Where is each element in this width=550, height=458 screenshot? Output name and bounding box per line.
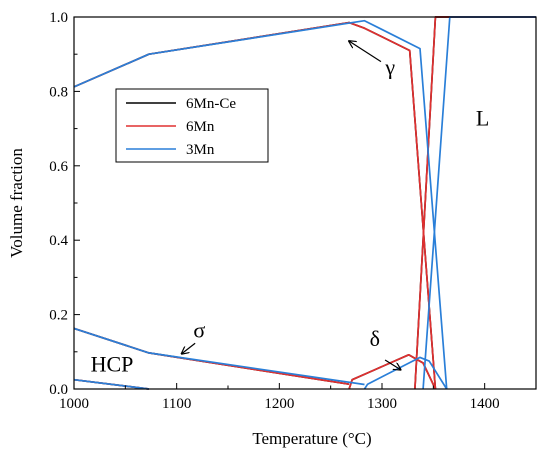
annotation-label: γ (384, 55, 395, 80)
annotation-layer: γ σ δ HCP L (91, 41, 489, 377)
annotation-arrow- (384, 359, 400, 370)
annotation-label: δ (370, 326, 380, 351)
series-3mn-line-5 (363, 356, 448, 390)
annotation-arrow- (182, 342, 196, 353)
y-tick-label: 1.0 (49, 10, 68, 26)
series-6mn-line-1 (73, 21, 437, 390)
series-6mn-line-2 (414, 16, 536, 390)
legend-label-6mn-ce: 6Mn-Ce (186, 96, 236, 112)
y-tick-label: 0.4 (49, 233, 68, 249)
y-axis-label: Volume fraction (7, 148, 26, 258)
series-3mn-line-3 (73, 327, 365, 386)
legend-label-6mn: 6Mn (186, 119, 215, 135)
y-tick-label: 0.6 (49, 159, 68, 175)
x-tick-label: 1400 (470, 396, 500, 412)
annotation-label: HCP (91, 352, 134, 377)
y-tick-label: 0.2 (49, 308, 68, 324)
y-tick-label: 0.8 (49, 84, 68, 100)
series-3mn-line-2 (422, 16, 536, 390)
x-axis-label: Temperature (°C) (252, 429, 371, 448)
annotation-label: σ (193, 318, 205, 343)
legend: 6Mn-Ce 6Mn 3Mn (115, 88, 269, 163)
x-tick-label: 1100 (162, 396, 191, 412)
series-3mn-line-1 (73, 19, 448, 390)
y-tick-label: 0.0 (49, 382, 68, 398)
x-tick-label: 1200 (264, 396, 294, 412)
series-layer (73, 16, 536, 390)
annotation-arrow- (349, 41, 382, 63)
x-tick-label: 1300 (367, 396, 397, 412)
legend-label-3mn: 3Mn (186, 142, 215, 158)
series-3mn-line-4 (73, 378, 150, 390)
series-6mn-ce-line-1 (73, 21, 437, 390)
plot-frame (73, 16, 537, 390)
annotation-label: L (476, 106, 489, 131)
x-tick-label: 1000 (59, 396, 89, 412)
ticks-layer: 1000 1100 1200 1300 1400 0.0 0.2 0.4 0.6 0.8 1.0 (49, 10, 499, 412)
